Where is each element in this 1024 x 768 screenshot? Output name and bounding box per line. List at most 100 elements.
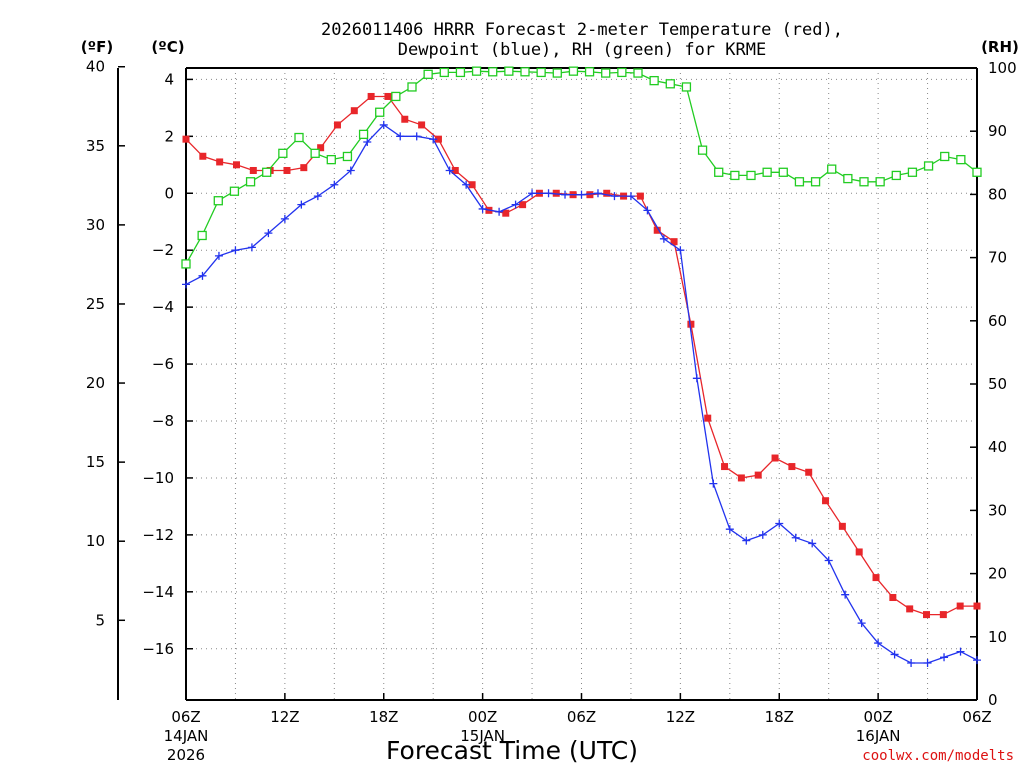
x-tick-label: 06Z [171,708,200,726]
rh-tick-label: 90 [988,122,1007,140]
temperature-line [185,95,977,616]
dewpoint-point [610,192,619,201]
rh-point [471,66,482,76]
temperature-point [973,602,981,610]
temperature-point [300,164,308,172]
fahrenheit-tick-label: 5 [95,611,105,629]
dewpoint-point [330,180,339,189]
temperature-point [434,135,442,143]
dewpoint-point [923,658,932,667]
fahrenheit-tick-label: 35 [86,137,105,155]
rh-point [956,154,966,165]
rh-point [601,68,611,78]
dewpoint-point [890,650,899,659]
temperature-point [586,191,594,199]
rh-tick-label: 40 [988,438,1007,456]
temperature-point [502,209,510,217]
rh-point [536,67,546,78]
temperature-point [670,238,678,246]
dewpoint-point [214,251,223,260]
temperature-point [283,166,291,174]
data-series [181,66,982,667]
fahrenheit-tick-label: 10 [86,532,105,550]
rh-point [245,177,256,187]
dewpoint-point [478,204,487,213]
rh-point [940,151,950,162]
rh-point [407,82,417,92]
temperature-point [923,611,931,619]
dewpoint-point [182,280,190,289]
temperature-point [333,121,341,129]
temperature-point [519,201,527,209]
rh-point [568,66,579,76]
rh-tick-label: 0 [988,691,998,709]
temperature-point [889,594,897,602]
dewpoint-point [346,166,355,175]
rh-point [778,167,788,177]
temperature-point [603,189,611,197]
rh-unit-label: (RH) [981,38,1019,56]
dewpoint-point [247,243,256,252]
rh-tick-label: 60 [988,312,1007,330]
dewpoint-point [956,647,965,656]
celsius-tick-label: −8 [152,412,174,430]
celsius-tick-label: 0 [164,184,174,202]
dewpoint-point [511,200,520,209]
dewpoint-point [593,189,602,198]
fahrenheit-unit-label: (ºF) [81,38,113,56]
dewpoint-point [841,590,850,599]
dewpoint-point [561,190,570,199]
celsius-tick-label: 4 [164,70,174,88]
x-tick-label: 18Z [369,708,398,726]
rh-point [584,67,595,77]
rh-point [923,161,934,171]
dewpoint-point [824,556,833,565]
dewpoint-point [544,189,553,198]
x-tick-date-label: 15JAN [460,727,505,745]
dewpoint-point [791,533,800,542]
fahrenheit-tick-label: 30 [86,216,105,234]
fahrenheit-tick-label: 40 [86,58,105,76]
dewpoint-point [643,206,652,215]
dewpoint-point [363,138,372,147]
temperature-point [384,92,392,100]
x-tick-label: 12Z [666,708,695,726]
rh-point [681,82,692,92]
dewpoint-point [857,619,866,628]
rh-point [891,170,901,181]
dewpoint-point [709,479,718,488]
celsius-tick-label: −2 [152,241,174,259]
rh-point [617,67,627,78]
dewpoint-point [264,229,273,238]
rh-point [746,170,756,181]
rh-point [972,167,982,177]
dewpoint-point [313,192,322,201]
temperature-point [788,463,796,471]
dewpoint-point [742,536,751,545]
rh-point [229,186,240,196]
gridlines [186,68,977,700]
x-tick-year-label: 2026 [167,746,205,764]
rh-point [697,145,708,155]
x-tick-label: 06Z [962,708,991,726]
temperature-point [317,144,325,152]
rh-point [794,177,805,187]
dewpoint-point [297,200,306,209]
dewpoint-point [692,374,701,383]
dewpoint-point [725,525,734,534]
temperature-point [468,181,476,189]
rh-point [439,67,449,78]
x-tick-date-label: 16JAN [856,727,901,745]
rh-point [358,129,369,140]
dewpoint-point [280,214,289,223]
temperature-point [906,605,914,613]
rh-point [181,259,191,269]
dewpoint-point [396,132,405,141]
x-tick-label: 12Z [270,708,299,726]
fahrenheit-tick-label: 15 [86,453,105,471]
rh-point [875,177,885,187]
temperature-point [737,474,745,482]
rh-point [665,79,675,89]
temperature-point [771,454,779,462]
dewpoint-point [412,132,421,141]
